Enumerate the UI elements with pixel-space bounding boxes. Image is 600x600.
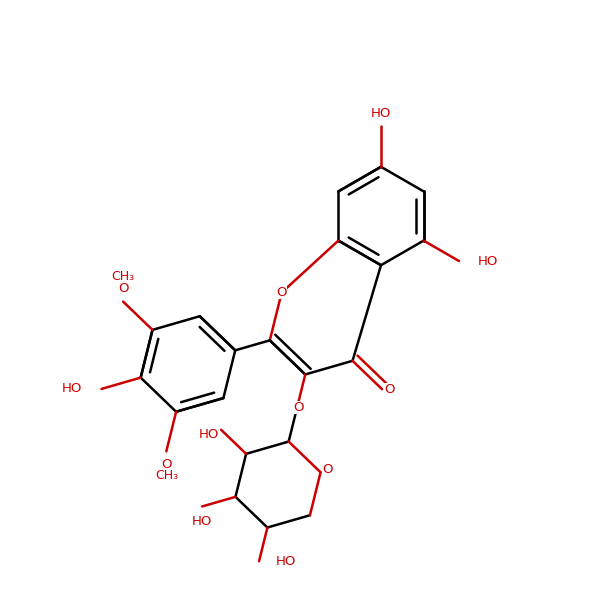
- Text: O: O: [323, 463, 333, 476]
- Text: HO: HO: [199, 428, 220, 441]
- Text: HO: HO: [371, 107, 391, 121]
- Text: HO: HO: [192, 515, 212, 528]
- Text: O: O: [277, 286, 287, 299]
- Text: HO: HO: [478, 254, 499, 268]
- Text: O: O: [293, 401, 304, 414]
- Text: HO: HO: [276, 555, 296, 568]
- Text: CH₃: CH₃: [155, 469, 178, 482]
- Text: HO: HO: [62, 382, 82, 395]
- Text: O: O: [161, 458, 172, 471]
- Text: CH₃: CH₃: [112, 271, 134, 283]
- Text: O: O: [118, 282, 128, 295]
- Text: O: O: [385, 383, 395, 395]
